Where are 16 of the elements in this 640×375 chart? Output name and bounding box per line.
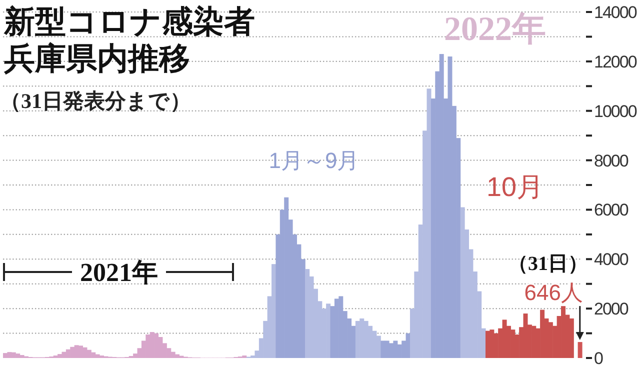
text: （31日発表分まで） — [0, 89, 191, 113]
annotation: 2022年 — [444, 11, 546, 48]
annotation: 2021年 — [80, 258, 158, 287]
y-tick-label: 14000 — [594, 3, 637, 22]
y-tick-label: 2000 — [594, 300, 628, 319]
chart-title: 新型コロナ感染者兵庫県内推移 — [3, 4, 255, 76]
annotation: 1月～9月 — [268, 148, 360, 173]
annotation: （31日） — [508, 253, 588, 275]
data-label: 646人 — [524, 280, 583, 306]
annotation: 10月 — [486, 172, 544, 202]
y-tick-label: 8000 — [594, 151, 628, 170]
y-tick-label: 6000 — [594, 200, 628, 220]
y-tick-label: 4000 — [594, 250, 628, 270]
y-tick-label: 0 — [594, 349, 603, 368]
y-tick-label: 10000 — [594, 102, 637, 121]
y-tick-label: 12000 — [594, 52, 637, 72]
